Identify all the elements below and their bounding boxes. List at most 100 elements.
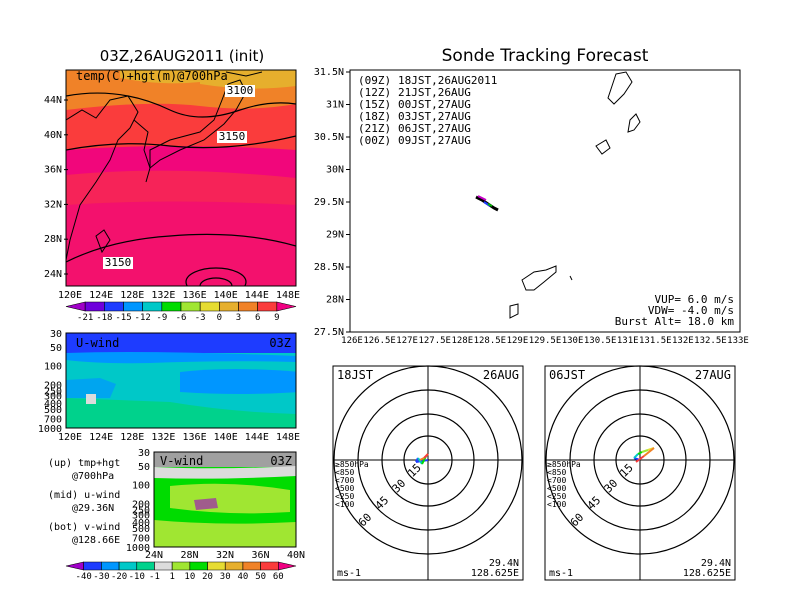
hodograph-lat: 29.4N (701, 558, 731, 569)
island-outline (521, 265, 557, 291)
u-wind-lon-tick: 120E (58, 432, 82, 443)
wind-colorbar: -40 -30 -20 -10 -1 1 10 20 30 40 50 60 (65, 561, 297, 582)
contour-labels: 3100 3150 3150 (103, 84, 255, 269)
u-wind-label: U-wind (76, 336, 119, 350)
colorbar-tick-label: 60 (273, 572, 284, 582)
u-wind-pressure-tick: 50 (50, 343, 62, 354)
hodograph-trace-segment (635, 455, 645, 463)
colorbar-swatch (189, 561, 208, 571)
tracking-lon-tick: 130E (562, 336, 584, 346)
hodograph-trace-segment (415, 459, 429, 463)
colorbar-swatch (180, 301, 201, 312)
tracking-lat-ticks: 31.5N 31N 30.5N 30N 29.5N 29N 28.5N 28N 27.5N (314, 67, 350, 338)
tracking-lon-ticks: 126E 126.5E 127E 127.5E 128E 128.5E 129E 129.5E… (341, 336, 749, 346)
v-wind-pressure-tick: 250 (132, 505, 150, 516)
colorbar-swatch (260, 561, 279, 571)
forecast-time-legend: (09Z) 18JST,26AUG2011 (12Z) 21JST,26AUG (15Z… (358, 74, 497, 147)
top-map-lon-ticks: 120E 124E 128E 132E 136E 140E 144E 148E (58, 290, 300, 301)
hodograph-trace-segment (419, 457, 425, 461)
top-map-lon-tick: 148E (276, 290, 300, 301)
forecast-time-utc: (21Z) (358, 122, 391, 135)
colorbar-tick-label: 30 (220, 572, 231, 582)
hodograph-unit: ms-1 (549, 568, 573, 579)
colorbar-swatch (257, 301, 278, 312)
top-map-lat-tick: 36N (44, 165, 62, 176)
v-wind-pressure-tick: 1000 (126, 543, 150, 554)
top-map-lon-tick: 132E (151, 290, 175, 301)
v-wind-pressure-tick: 700 (132, 533, 150, 544)
hodograph-date: 26AUG (483, 368, 519, 382)
legend-line: (up) tmp+hgt (48, 458, 120, 469)
colorbar-tick-label: -9 (156, 313, 167, 323)
v-wind-panel: V-wind 03Z 30 50 100 2002503004005007001000… (126, 448, 305, 561)
hodograph-level-label: <250 (547, 492, 566, 501)
top-map-lat-tick: 40N (44, 130, 62, 141)
colorbar-swatch (171, 561, 191, 571)
tracking-lat-tick: 31.5N (314, 67, 344, 78)
u-wind-pressure-tick: 400 (44, 399, 62, 410)
u-wind-pressure-tick: 500 (44, 405, 62, 416)
top-map-lat-tick: 44N (44, 95, 62, 106)
colorbar-tick-label: -10 (129, 572, 145, 582)
colorbar-swatch (65, 301, 86, 312)
colorbar-swatch (136, 561, 155, 571)
tracking-lon-tick: 127.5E (418, 336, 451, 346)
v-wind-pressure-tick: 400 (132, 518, 150, 529)
colorbar-swatch (224, 561, 244, 571)
colorbar-swatch (104, 301, 124, 312)
colorbar-swatch (101, 561, 120, 571)
tracking-lon-tick: 132E (672, 336, 694, 346)
top-map-lon-tick: 144E (245, 290, 269, 301)
v-wind-lat-tick: 28N (180, 550, 198, 561)
forecast-time-utc: (00Z) (358, 134, 391, 147)
legend-line: @700hPa (72, 471, 114, 482)
legend-line: (mid) u-wind (48, 490, 120, 501)
colorbar-tick-label: -3 (195, 313, 206, 323)
u-wind-pressure-tick: 300 (44, 391, 62, 402)
island-outline (595, 139, 611, 155)
legend-line: @128.66E (72, 535, 120, 546)
hodograph-level-label: <700 (547, 476, 566, 485)
colorbar-swatch (123, 301, 143, 312)
v-wind-lat-tick: 40N (287, 550, 305, 561)
legend-line: @29.36N (72, 503, 114, 514)
colorbar-swatch (161, 301, 182, 312)
hodograph-level-label: <500 (335, 484, 354, 493)
v-wind-time: 03Z (270, 454, 292, 468)
forecast-time-jst: 00JST,27AUG (398, 98, 471, 111)
tracking-lon-tick: 127E (396, 336, 418, 346)
contour-label: 3100 (227, 84, 254, 97)
top-map-label: temp(C)+hgt(m)@700hPa (76, 69, 228, 83)
colorbar-tick-label: 0 (217, 313, 222, 323)
tracking-lat-tick: 28.5N (314, 262, 344, 273)
u-wind-lon-tick: 140E (214, 432, 238, 443)
tracking-lon-tick: 132.5E (694, 336, 727, 346)
u-wind-time: 03Z (269, 336, 291, 350)
u-wind-pressure-tick: 200 (44, 380, 62, 391)
colorbar-tick-label: -30 (93, 572, 109, 582)
colorbar-tick-label: 20 (202, 572, 213, 582)
tracking-lat-tick: 30N (326, 165, 344, 176)
u-wind-lon-tick: 132E (151, 432, 175, 443)
forecast-time-utc: (12Z) (358, 86, 391, 99)
colorbar-tick-label: -18 (96, 313, 112, 323)
contour-label: 3150 (105, 256, 132, 269)
sonde-parameter: Burst Alt= 18.0 km (615, 315, 735, 328)
v-wind-lat-tick: 32N (216, 550, 234, 561)
colorbar-swatch (238, 301, 258, 312)
v-wind-pressure-tick: 500 (132, 524, 150, 535)
v-wind-pressure-tick: 30 (138, 448, 150, 459)
tracking-lon-tick: 126E (341, 336, 363, 346)
colorbar-swatch (154, 561, 173, 571)
tracking-lon-tick: 128.5E (474, 336, 507, 346)
colorbar-swatch (142, 301, 163, 312)
hodograph-level-label: <850 (547, 468, 566, 477)
hodograph-lon: 128.625E (471, 568, 519, 579)
colorbar-swatch (199, 301, 220, 312)
colorbar-swatch (278, 561, 297, 571)
forecast-time-jst: 06JST,27AUG (398, 122, 471, 135)
